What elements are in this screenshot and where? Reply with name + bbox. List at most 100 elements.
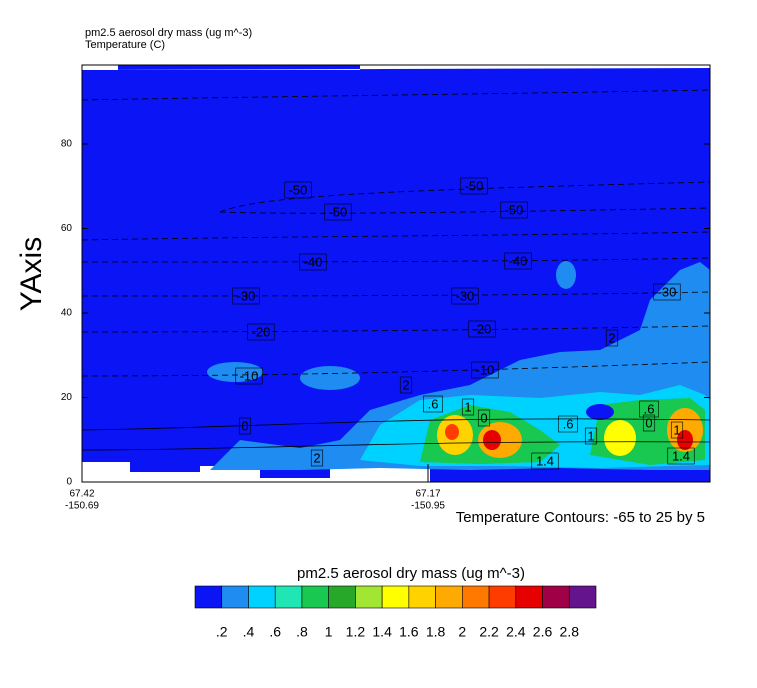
contour-label-box (235, 367, 263, 385)
contour-note: Temperature Contours: -65 to 25 by 5 (456, 509, 705, 526)
contour-label: -50 (465, 178, 484, 193)
contour-label: 2 (402, 377, 409, 392)
colorbar-box (328, 585, 356, 609)
field-region (445, 424, 459, 440)
contour-label: .6 (428, 396, 439, 411)
y-tick-label: 40 (61, 308, 73, 319)
contour-label-box (670, 421, 684, 439)
colorbar-box (248, 585, 276, 609)
colorbar-box (274, 585, 303, 609)
contour-label-box (284, 181, 312, 199)
colorbar-label: .2 (216, 624, 228, 640)
contour-label: -30 (237, 288, 256, 303)
field-region (604, 420, 636, 456)
title: pm2.5 aerosol dry mass (ug m^-3) (85, 27, 252, 39)
contour-label: 0 (241, 418, 248, 433)
contour-label: 0 (480, 410, 487, 425)
contour-label-box (471, 361, 499, 379)
colorbar-title: pm2.5 aerosol dry mass (ug m^-3) (297, 565, 525, 582)
colorbar-label: 1.4 (372, 624, 392, 640)
colorbar-box (488, 585, 517, 609)
contour-label-box (558, 415, 578, 433)
contour-line (81, 89, 711, 101)
plot-frame (81, 64, 711, 483)
contour-label-box (667, 447, 695, 465)
colorbar-box (542, 585, 570, 609)
field-region (207, 362, 263, 382)
contour-label: 2 (313, 450, 320, 465)
missing-top (82, 65, 710, 70)
colorbar-label: 1.6 (399, 624, 419, 640)
contour-label-box (468, 320, 496, 338)
colorbar-label: 2.6 (533, 624, 553, 640)
colorbar-label: .6 (269, 624, 281, 640)
colorbar-label: 1.2 (346, 624, 366, 640)
contour-label: 0 (645, 415, 652, 430)
colorbar-box (568, 585, 597, 609)
colorbar-label: 2 (458, 624, 466, 640)
contour-label-box (653, 283, 681, 301)
contour-label: 1 (587, 428, 594, 443)
contour-label: -50 (505, 202, 524, 217)
contour-label: -10 (476, 362, 495, 377)
colorbar-box (515, 585, 543, 609)
contour-label-box (399, 376, 413, 394)
contour-label-box (531, 452, 559, 470)
contour-label: 1.4 (536, 453, 554, 468)
field (82, 65, 710, 482)
contour-label: .6 (563, 416, 574, 431)
contour-label-box (500, 201, 528, 219)
colorbar-box (408, 585, 436, 609)
colorbar-box (221, 585, 249, 609)
contour-label: .6 (644, 401, 655, 416)
y-tick-label: 60 (61, 223, 73, 234)
colorbar-box (194, 585, 223, 609)
contour-label-box (504, 252, 532, 270)
x-tick-label: -150.69 (65, 501, 99, 512)
field-region (556, 261, 576, 289)
colorbar-label: 2.2 (479, 624, 499, 640)
field-region (300, 366, 360, 390)
contour-lines (81, 89, 711, 451)
contour-label-box (423, 395, 443, 413)
contour-label-box (238, 417, 252, 435)
contour-label-box (299, 253, 327, 271)
contour-line (81, 418, 711, 431)
contour-label: -40 (304, 254, 323, 269)
contour-label: -50 (289, 182, 308, 197)
title: Temperature (C) (85, 39, 165, 51)
contour-label: -40 (509, 253, 528, 268)
contour-line (81, 325, 711, 333)
contour-label: 1 (464, 399, 471, 414)
contour-line (81, 441, 711, 451)
contour-label: -20 (473, 321, 492, 336)
contour-label-box (247, 323, 275, 341)
y-tick-label: 20 (61, 392, 73, 403)
x-tick-label: 67.17 (415, 489, 440, 500)
colorbar-label: 2.8 (560, 624, 580, 640)
colorbar-box (435, 585, 463, 609)
contour-label-box (605, 329, 619, 347)
contour-label: 1 (673, 422, 680, 437)
contour-line (81, 257, 711, 263)
contour-label: -30 (658, 284, 677, 299)
colorbar-box (462, 585, 490, 609)
contour-line (81, 291, 711, 297)
contour-line (219, 207, 711, 214)
contour-label: 1.4 (672, 448, 690, 463)
contour-label-box (324, 203, 352, 221)
contour-label-box (639, 400, 659, 418)
colorbar-label: 1 (325, 624, 333, 640)
field-region (677, 430, 693, 450)
missing-bottom (82, 460, 430, 482)
contour-label-box (460, 177, 488, 195)
contour-label: -30 (456, 288, 475, 303)
contour-label-box (451, 287, 479, 305)
contour-line (81, 231, 711, 241)
y-tick-label: 0 (66, 477, 72, 488)
colorbar-label: .8 (296, 624, 308, 640)
y-axis-label: YAxis (15, 237, 48, 311)
contour-label-box (232, 287, 260, 305)
contour-labels: -50 -50 -50 -50 -40 -40 -30 -30 -30 -20 -20 -10 -10 0… (232, 177, 695, 470)
